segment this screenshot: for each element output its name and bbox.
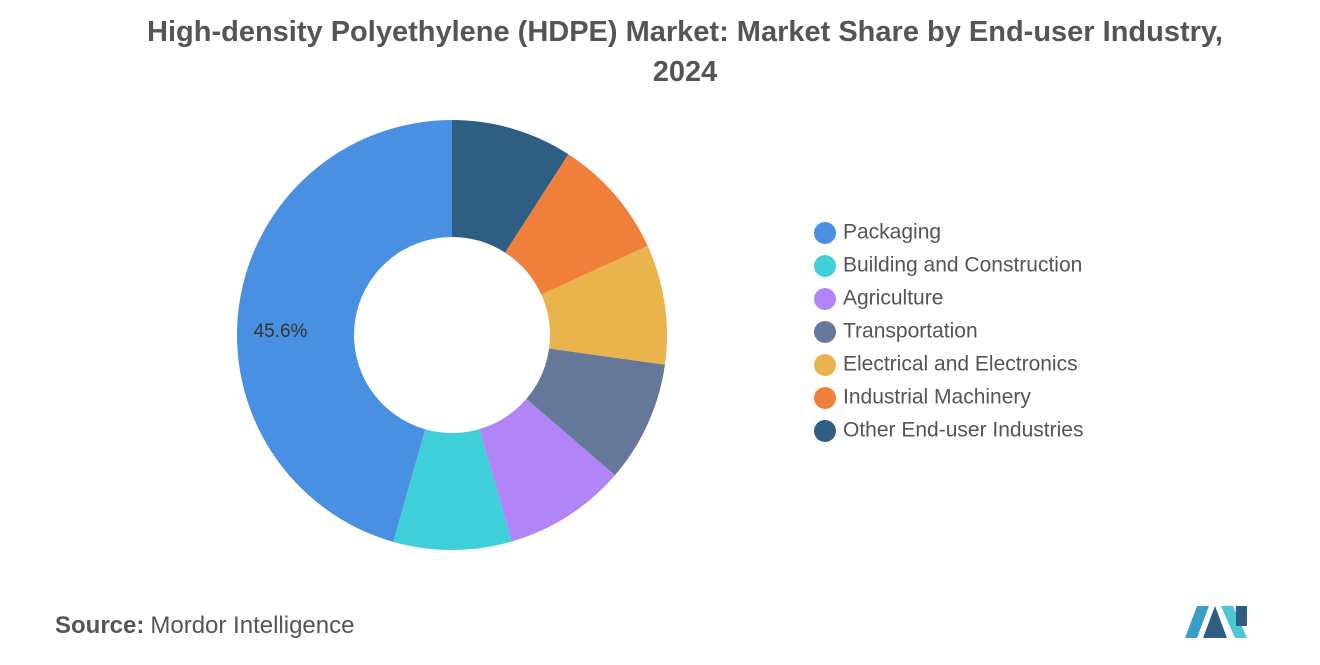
- donut-segment: [479, 398, 616, 542]
- donut-segment: [237, 120, 452, 542]
- legend-marker: [814, 354, 836, 376]
- logo: [1185, 606, 1247, 638]
- chart-title: High-density Polyethylene (HDPE) Market:…: [147, 16, 1223, 88]
- legend-label: Agriculture: [843, 287, 943, 310]
- legend-marker: [814, 222, 836, 244]
- legend-label: Building and Construction: [843, 254, 1082, 277]
- legend-marker: [814, 387, 836, 409]
- source-label: Source:: [55, 612, 145, 639]
- legend-label: Packaging: [843, 221, 941, 244]
- legend-marker: [814, 255, 836, 277]
- donut-segment: [526, 348, 665, 476]
- donut-segment: [505, 154, 648, 295]
- donut-segment: [541, 245, 667, 365]
- source: Source: Mordor Intelligence: [55, 612, 354, 640]
- source-text: Mordor Intelligence: [150, 612, 355, 639]
- legend-label: Industrial Machinery: [843, 386, 1031, 409]
- legend-marker: [814, 288, 836, 310]
- donut-segment: [452, 120, 569, 253]
- donut-segment: [393, 429, 512, 550]
- legend-label: Electrical and Electronics: [843, 353, 1078, 376]
- legend-marker: [814, 420, 836, 442]
- data-label: 45.6%: [254, 321, 308, 342]
- legend-marker: [814, 321, 836, 343]
- legend-label: Other End-user Industries: [843, 419, 1083, 442]
- legend-label: Transportation: [843, 320, 978, 343]
